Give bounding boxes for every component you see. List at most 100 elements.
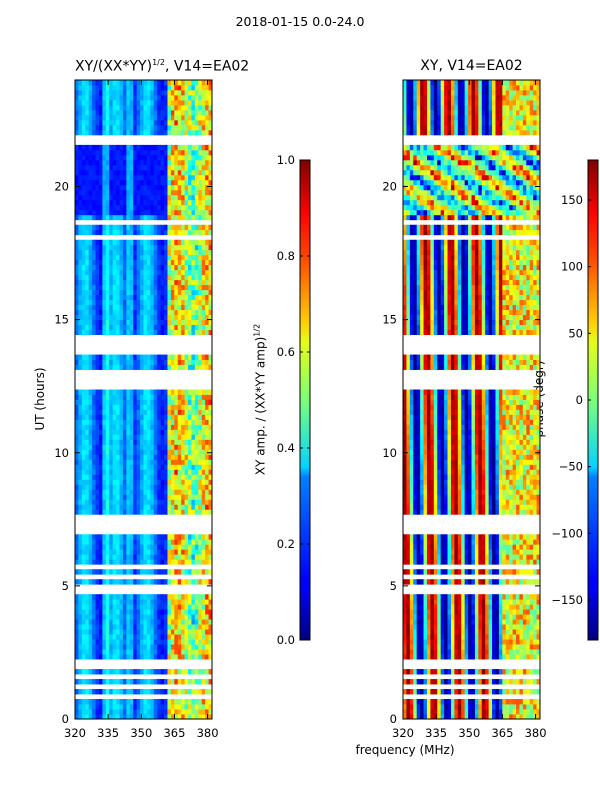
heatmap-cell	[112, 259, 117, 266]
heatmap-cell	[174, 654, 179, 660]
heatmap-cell	[536, 624, 541, 630]
heatmap-cell	[426, 669, 431, 675]
heatmap-cell	[150, 389, 155, 395]
heatmap-cell	[164, 194, 168, 201]
heatmap-cell	[512, 699, 517, 705]
heatmap-cell	[205, 99, 209, 106]
heatmap-cell	[502, 689, 507, 695]
heatmap-cell	[119, 399, 124, 405]
heatmap-cell	[146, 544, 151, 550]
heatmap-cell	[164, 269, 168, 276]
heatmap-cell	[95, 169, 100, 176]
heatmap-cell	[119, 229, 124, 236]
heatmap-cell	[119, 299, 124, 306]
heatmap-cell	[198, 629, 203, 635]
heatmap-cell	[167, 579, 172, 585]
heatmap-cell	[440, 604, 445, 610]
heatmap-cell	[170, 534, 175, 540]
heatmap-cell	[153, 149, 158, 156]
heatmap-cell	[201, 504, 206, 510]
heatmap-cell	[170, 464, 175, 470]
heatmap-cell	[92, 239, 96, 246]
heatmap-cell	[181, 414, 185, 420]
heatmap-cell	[129, 649, 134, 655]
heatmap-cell	[105, 94, 110, 101]
heatmap-cell	[198, 244, 203, 251]
heatmap-cell	[160, 114, 165, 121]
heatmap-cell	[126, 449, 131, 455]
heatmap-cell	[109, 274, 114, 281]
heatmap-cell	[150, 129, 155, 136]
heatmap-cell	[109, 354, 114, 360]
heatmap-cell	[133, 299, 138, 306]
heatmap-cell	[529, 604, 534, 610]
heatmap-cell	[157, 609, 162, 615]
heatmap-cell	[119, 359, 124, 365]
heatmap-cell	[78, 239, 83, 246]
heatmap-cell	[75, 509, 79, 515]
heatmap-cell	[133, 414, 138, 420]
heatmap-cell	[136, 494, 141, 500]
heatmap-cell	[140, 354, 144, 360]
heatmap-cell	[512, 714, 517, 720]
heatmap-cell	[177, 429, 182, 435]
heatmap-cell	[136, 389, 141, 395]
heatmap-cell	[122, 439, 127, 445]
heatmap-cell	[153, 534, 158, 540]
heatmap-cell	[488, 604, 493, 610]
heatmap-cell	[98, 229, 103, 236]
heatmap-cell	[102, 264, 107, 271]
heatmap-cell	[409, 689, 414, 695]
heatmap-cell	[133, 104, 138, 111]
heatmap-cell	[133, 459, 138, 465]
heatmap-cell	[533, 599, 537, 605]
heatmap-cell	[208, 704, 213, 710]
heatmap-cell	[181, 299, 185, 306]
heatmap-cell	[416, 689, 421, 695]
heatmap-cell	[198, 549, 203, 555]
heatmap-cell	[129, 679, 134, 685]
heatmap-cell	[98, 709, 103, 715]
heatmap-cell	[85, 679, 90, 685]
heatmap-cell	[119, 569, 124, 575]
heatmap-cell	[198, 129, 203, 136]
heatmap-cell	[98, 94, 103, 101]
heatmap-cell	[150, 184, 155, 191]
heatmap-cell	[468, 639, 472, 645]
heatmap-cell	[164, 709, 168, 715]
heatmap-cell	[420, 644, 424, 650]
heatmap-cell	[150, 99, 155, 106]
heatmap-cell	[85, 669, 90, 675]
heatmap-cell	[191, 124, 196, 131]
heatmap-cell	[181, 254, 185, 261]
heatmap-cell	[170, 174, 175, 181]
heatmap-cell	[122, 624, 127, 630]
heatmap-cell	[536, 644, 541, 650]
heatmap-cell	[502, 634, 507, 640]
heatmap-cell	[205, 249, 209, 256]
heatmap-cell	[495, 614, 500, 620]
heatmap-cell	[92, 499, 96, 505]
heatmap-cell	[194, 499, 199, 505]
heatmap-cell	[167, 144, 172, 151]
heatmap-cell	[129, 459, 134, 465]
heatmap-cell	[95, 429, 100, 435]
heatmap-cell	[133, 404, 138, 410]
heatmap-cell	[153, 284, 158, 291]
heatmap-cell	[177, 309, 182, 316]
heatmap-cell	[116, 639, 120, 645]
heatmap-cell	[512, 709, 517, 715]
heatmap-cell	[160, 454, 165, 460]
heatmap-cell	[116, 399, 120, 405]
heatmap-cell	[85, 294, 90, 301]
heatmap-cell	[119, 99, 124, 106]
heatmap-cell	[191, 439, 196, 445]
heatmap-cell	[423, 609, 428, 615]
heatmap-cell	[447, 614, 452, 620]
heatmap-cell	[133, 389, 138, 395]
heatmap-cell	[413, 579, 418, 585]
heatmap-cell	[481, 614, 486, 620]
heatmap-cell	[498, 619, 503, 625]
heatmap-cell	[102, 534, 107, 540]
heatmap-cell	[509, 579, 513, 585]
